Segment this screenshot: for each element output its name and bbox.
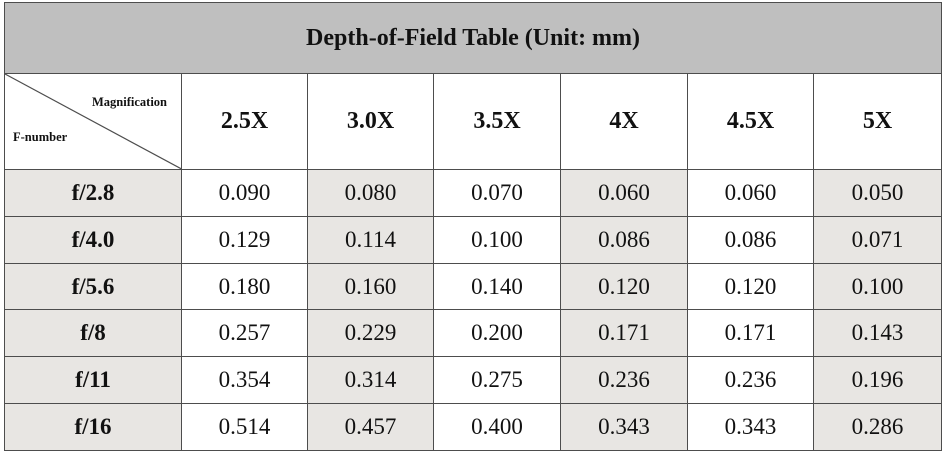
dof-value-cell: 0.171 <box>560 309 688 358</box>
f-number-cell: f/11 <box>4 356 182 405</box>
magnification-header: 4.5X <box>687 73 814 170</box>
dof-value-cell: 0.275 <box>433 356 561 405</box>
f-number-cell: f/8 <box>4 309 182 358</box>
dof-value-cell: 0.120 <box>687 262 814 311</box>
corner-header-cell: Magnification F-number <box>4 73 182 170</box>
magnification-header: 4X <box>560 73 688 170</box>
table-title: Depth-of-Field Table (Unit: mm) <box>3 1 943 75</box>
dof-value-cell: 0.457 <box>307 403 434 451</box>
dof-value-cell: 0.200 <box>433 309 561 358</box>
magnification-header: 2.5X <box>181 73 308 170</box>
dof-value-cell: 0.196 <box>812 356 943 405</box>
dof-value-cell: 0.140 <box>433 262 561 311</box>
dof-value-cell: 0.343 <box>560 403 688 451</box>
dof-value-cell: 0.090 <box>181 168 308 217</box>
dof-value-cell: 0.080 <box>307 168 434 217</box>
table-row: f/16 0.514 0.457 0.400 0.343 0.343 0.286 <box>4 403 943 451</box>
table-row: f/5.6 0.180 0.160 0.140 0.120 0.120 0.100 <box>4 262 943 311</box>
dof-value-cell: 0.160 <box>307 262 434 311</box>
dof-value-cell: 0.060 <box>560 168 688 217</box>
dof-value-cell: 0.071 <box>812 215 943 264</box>
dof-value-cell: 0.070 <box>433 168 561 217</box>
magnification-header: 3.5X <box>433 73 561 170</box>
dof-value-cell: 0.143 <box>812 309 943 358</box>
dof-value-cell: 0.314 <box>307 356 434 405</box>
magnification-header: 3.0X <box>307 73 434 170</box>
dof-value-cell: 0.354 <box>181 356 308 405</box>
dof-value-cell: 0.286 <box>812 403 943 451</box>
dof-value-cell: 0.171 <box>687 309 814 358</box>
dof-value-cell: 0.257 <box>181 309 308 358</box>
f-number-cell: f/2.8 <box>4 168 182 217</box>
table-row: f/11 0.354 0.314 0.275 0.236 0.236 0.196 <box>4 356 943 405</box>
f-number-cell: f/4.0 <box>4 215 182 264</box>
table-row: f/2.8 0.090 0.080 0.070 0.060 0.060 0.050 <box>4 168 943 217</box>
title-row: Depth-of-Field Table (Unit: mm) <box>3 1 943 75</box>
dof-value-cell: 0.229 <box>307 309 434 358</box>
dof-value-cell: 0.514 <box>181 403 308 451</box>
magnification-header: 5X <box>812 73 943 170</box>
dof-value-cell: 0.120 <box>560 262 688 311</box>
f-number-axis-label: F-number <box>13 129 68 144</box>
header-row: Magnification F-number 2.5X 3.0X 3.5X 4X 4.5… <box>4 73 943 170</box>
dof-value-cell: 0.343 <box>687 403 814 451</box>
table-row: f/4.0 0.129 0.114 0.100 0.086 0.086 0.071 <box>4 215 943 264</box>
dof-value-cell: 0.236 <box>687 356 814 405</box>
dof-value-cell: 0.236 <box>560 356 688 405</box>
dof-value-cell: 0.050 <box>812 168 943 217</box>
depth-of-field-table: Depth-of-Field Table (Unit: mm) Magnific… <box>3 1 943 451</box>
dof-value-cell: 0.100 <box>433 215 561 264</box>
dof-value-cell: 0.180 <box>181 262 308 311</box>
dof-value-cell: 0.100 <box>812 262 943 311</box>
dof-value-cell: 0.129 <box>181 215 308 264</box>
dof-value-cell: 0.060 <box>687 168 814 217</box>
dof-value-cell: 0.086 <box>687 215 814 264</box>
f-number-cell: f/16 <box>4 403 182 451</box>
diagonal-divider <box>5 74 181 169</box>
magnification-axis-label: Magnification <box>92 95 167 110</box>
dof-value-cell: 0.114 <box>307 215 434 264</box>
dof-value-cell: 0.400 <box>433 403 561 451</box>
dof-value-cell: 0.086 <box>560 215 688 264</box>
f-number-cell: f/5.6 <box>4 262 182 311</box>
table-row: f/8 0.257 0.229 0.200 0.171 0.171 0.143 <box>4 309 943 358</box>
